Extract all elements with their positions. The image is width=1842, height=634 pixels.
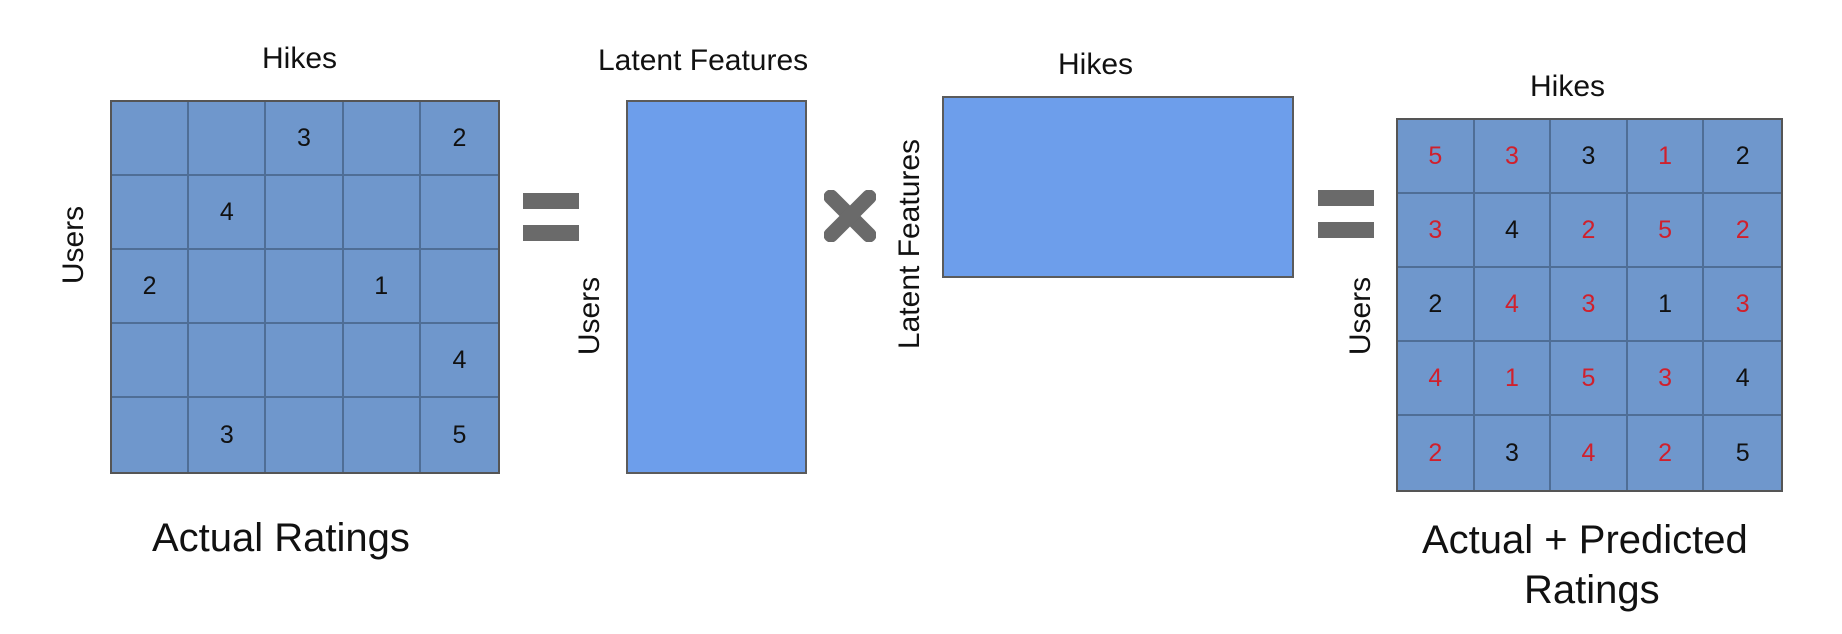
rating-cell <box>189 324 267 398</box>
equals-icon <box>523 193 579 243</box>
rating-cell: 3 <box>1474 120 1552 194</box>
rating-cell <box>266 398 344 472</box>
rating-cell: 3 <box>1475 416 1552 490</box>
rating-cell: 5 <box>1398 120 1475 194</box>
rating-cell: 2 <box>1398 268 1475 342</box>
rating-cell <box>189 250 267 324</box>
hike-factors-side-label: Latent Features <box>893 138 926 350</box>
rating-cell: 5 <box>1735 438 1750 467</box>
multiply-icon <box>824 190 876 242</box>
rating-cell: 3 <box>266 102 344 176</box>
rating-cell: 2 <box>1398 416 1475 490</box>
rating-cell: 3 <box>189 398 267 472</box>
user-factors-side-label: Users <box>573 276 606 356</box>
user-factors-matrix <box>626 100 807 474</box>
rating-cell: 2 <box>112 250 190 324</box>
rating-cell: 4 <box>420 324 498 398</box>
rating-cell: 3 <box>1704 268 1781 342</box>
rating-cell: 2 <box>420 102 498 176</box>
predicted-caption-line2: Ratings <box>1524 568 1660 612</box>
rating-cell <box>112 398 190 472</box>
rating-cell: 1 <box>1474 342 1552 416</box>
rating-cell: 5 <box>1551 342 1628 416</box>
rating-cell: 3 <box>1398 194 1475 268</box>
rating-cell: 5 <box>452 420 467 449</box>
rating-cell <box>112 102 190 176</box>
rating-cell: 1 <box>1627 268 1705 342</box>
rating-cell: 4 <box>1551 416 1628 490</box>
rating-cell <box>266 250 344 324</box>
rating-cell <box>420 250 498 324</box>
predicted-caption-line1: Actual + Predicted <box>1422 518 1748 562</box>
rating-cell: 2 <box>1628 416 1705 490</box>
rating-cell <box>344 398 421 472</box>
rating-cell <box>343 176 421 250</box>
actual-ratings-caption: Actual Ratings <box>152 516 410 560</box>
rating-cell <box>420 176 498 250</box>
rating-cell: 4 <box>1474 268 1552 342</box>
rating-cell <box>343 102 421 176</box>
rating-cell: 2 <box>1704 194 1781 268</box>
rating-cell: 3 <box>1627 342 1705 416</box>
rating-cell: 2 <box>1551 194 1628 268</box>
equals-icon <box>1318 190 1374 240</box>
rating-cell <box>112 176 190 250</box>
rating-cell: 3 <box>1551 268 1628 342</box>
hike-factors-matrix <box>942 96 1294 278</box>
rating-cell: 4 <box>1474 194 1552 268</box>
rating-cell: 5 <box>1627 194 1705 268</box>
user-factors-top-label: Latent Features <box>598 44 809 77</box>
rating-cell: 4 <box>1704 342 1781 416</box>
rating-cell <box>266 324 344 398</box>
rating-cell: 4 <box>1398 342 1475 416</box>
rating-cell: 4 <box>189 176 267 250</box>
rating-cell: 3 <box>1551 120 1628 194</box>
rating-cell: 2 <box>1704 120 1781 194</box>
rating-cell: 1 <box>1627 120 1705 194</box>
predicted-hikes-label: Hikes <box>1530 70 1606 103</box>
hike-factors-top-label: Hikes <box>1058 48 1134 81</box>
rating-cell <box>189 102 267 176</box>
rating-cell <box>343 324 421 398</box>
predicted-users-label: Users <box>1344 276 1377 356</box>
rating-cell <box>266 176 344 250</box>
rating-cell: 1 <box>343 250 421 324</box>
actual-users-label: Users <box>57 205 90 285</box>
rating-cell <box>112 324 190 398</box>
actual-hikes-label: Hikes <box>262 42 338 75</box>
